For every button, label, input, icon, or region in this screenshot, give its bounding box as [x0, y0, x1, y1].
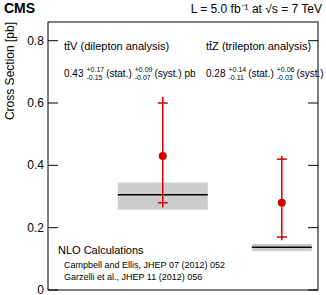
- y-tick: [48, 165, 58, 166]
- total-error-bar: [281, 156, 283, 240]
- annotation-stat-down: -0.11: [228, 74, 244, 81]
- data-point: [159, 152, 167, 160]
- annotation-stat: (stat.): [248, 68, 274, 79]
- stat-error-tick: [277, 236, 287, 238]
- reference: Garzelli et al., JHEP 11 (2012) 056: [64, 272, 202, 282]
- category-label: tt̄V (dilepton analysis): [64, 40, 169, 52]
- y-tick-right: [308, 165, 318, 166]
- stat-error-tick: [277, 158, 287, 160]
- stat-error-tick: [158, 102, 168, 104]
- data-point: [278, 199, 286, 207]
- y-tick-label: 0.6: [27, 96, 44, 110]
- annotation-stat-up: +0.14: [228, 66, 246, 73]
- annotation-stat-up: +0.17: [86, 66, 104, 73]
- theory-band: [252, 244, 312, 251]
- annotation-value: 0.28: [206, 68, 226, 79]
- category-label: tt̄Z (trilepton analysis): [206, 40, 311, 52]
- annotation-value: 0.43: [64, 68, 84, 79]
- legend-title: NLO Calculations: [58, 244, 144, 256]
- plot-area: [118, 97, 312, 251]
- annotation-syst-down: -0.03: [277, 74, 293, 81]
- reference: Campbell and Ellis, JHEP 07 (2012) 052: [64, 260, 225, 270]
- annotation-stat-down: -0.15: [86, 74, 102, 81]
- theory-line: [252, 247, 312, 249]
- annotation-syst-down: -0.07: [135, 74, 151, 81]
- annotation-stat: (stat.): [106, 68, 132, 79]
- annotation-syst-up: +0.09: [135, 66, 153, 73]
- annotation-syst: (syst.) pb: [296, 68, 326, 79]
- y-tick-label: 0.2: [27, 221, 44, 235]
- y-tick-label: 0.4: [27, 158, 44, 172]
- y-axis-label: Cross Section [pb]: [3, 22, 17, 120]
- y-tick-right: [308, 227, 318, 228]
- subtitle: L = 5.0 fb⁻¹ at √s = 7 TeV: [191, 2, 322, 16]
- title: CMS: [4, 0, 35, 16]
- chart: CMS L = 5.0 fb⁻¹ at √s = 7 TeV Cross Secti…: [0, 0, 326, 295]
- annotation-syst: (syst.) pb: [154, 68, 196, 79]
- frame: [48, 22, 318, 290]
- y-tick: [48, 40, 58, 41]
- y-tick-label: 0.8: [27, 34, 44, 48]
- y-tick-right: [308, 103, 318, 104]
- y-tick: [48, 103, 58, 104]
- annotation-syst-up: +0.06: [277, 66, 295, 73]
- stat-error-tick: [158, 202, 168, 204]
- y-tick: [48, 227, 58, 228]
- y-tick-label: 0: [37, 283, 44, 295]
